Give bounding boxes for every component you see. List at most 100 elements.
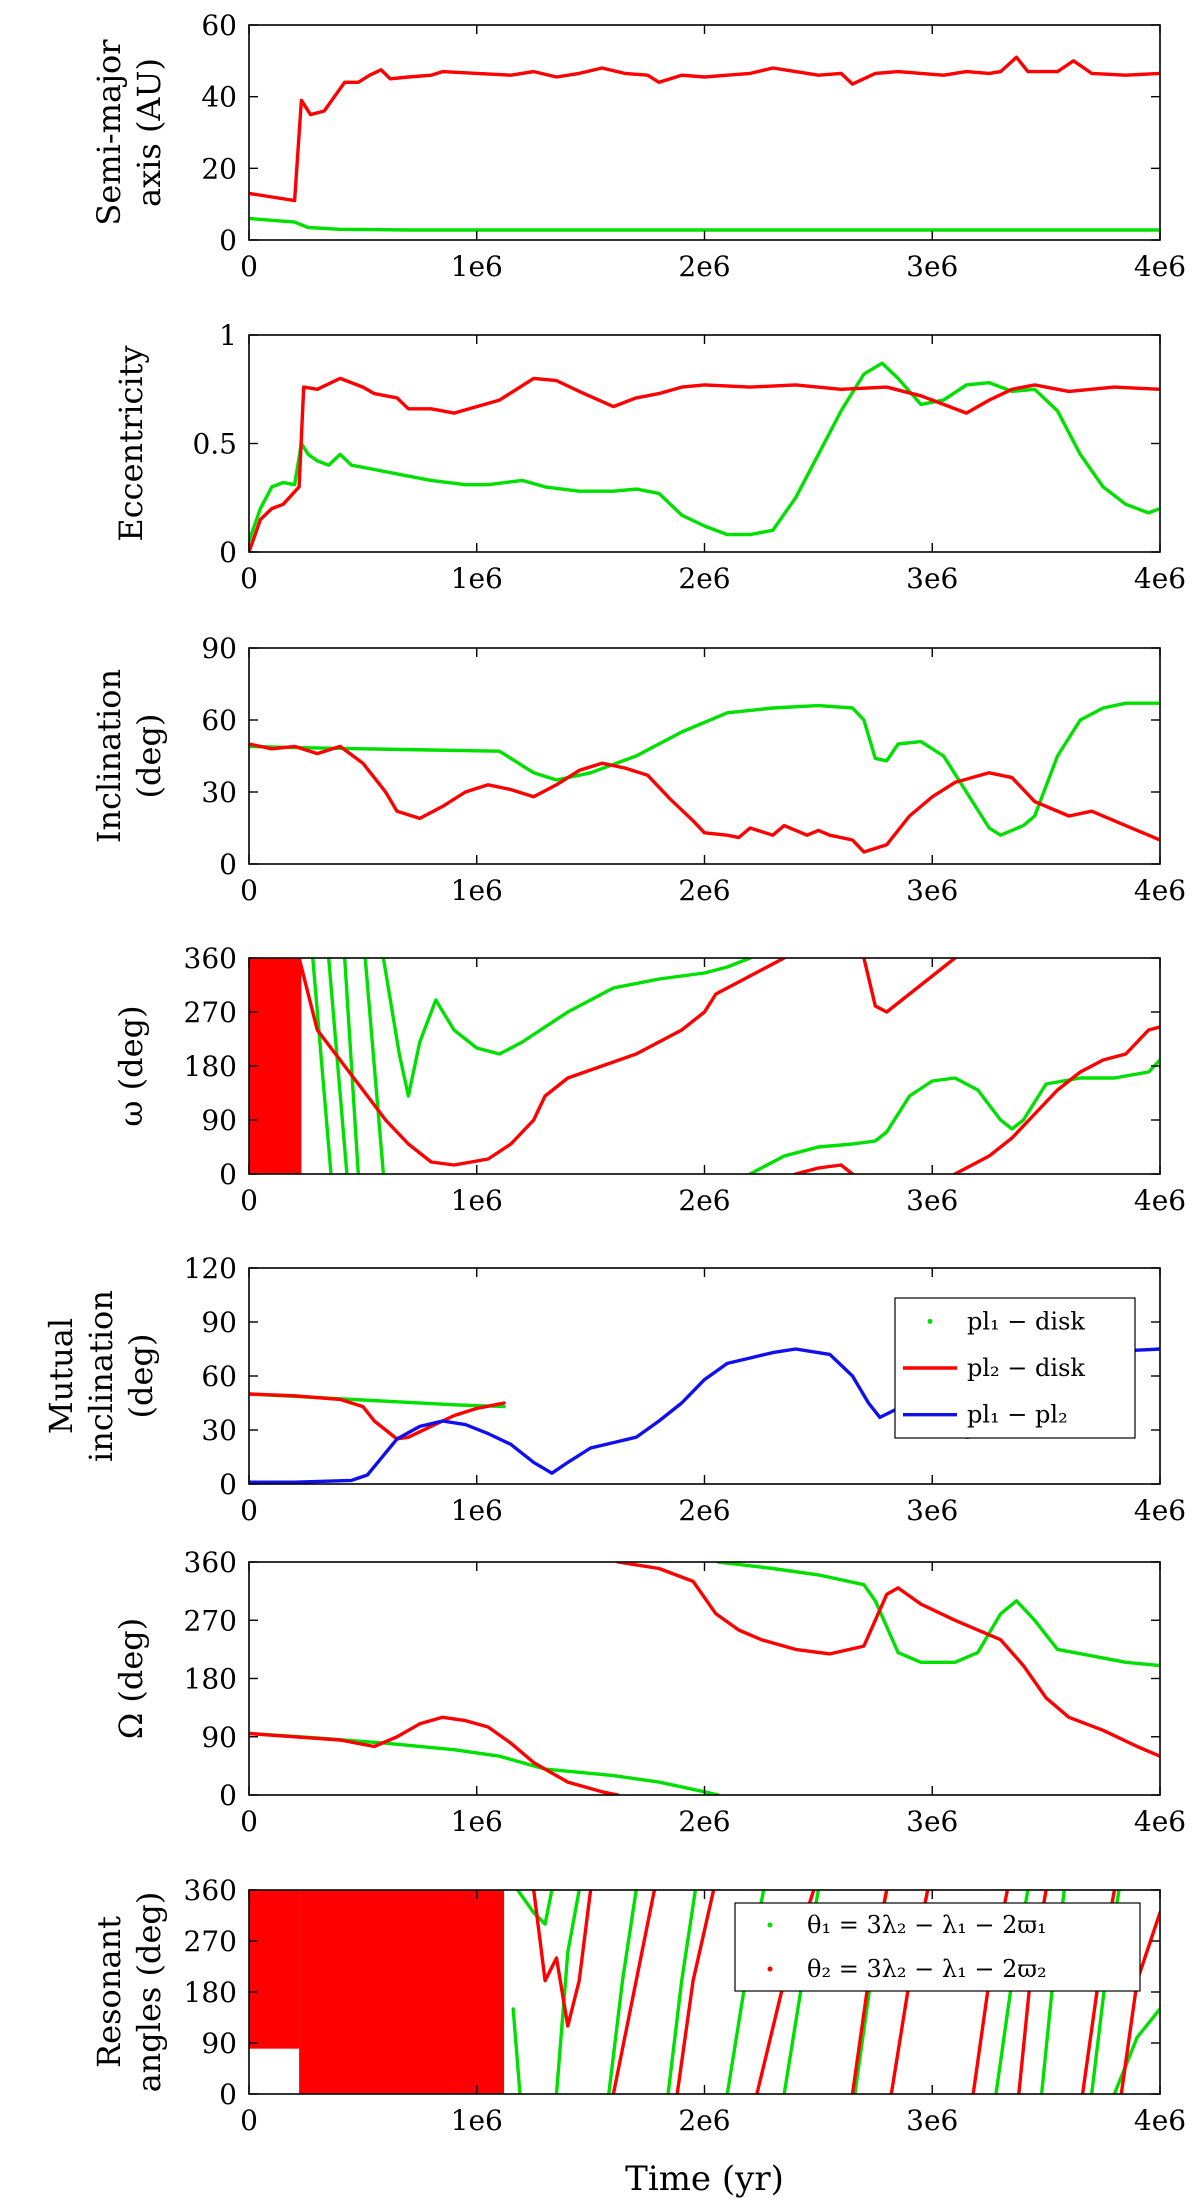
- omega-xtick-label: 2e6: [678, 1184, 730, 1217]
- eccentricity-xtick-label: 2e6: [678, 562, 730, 595]
- eccentricity-ytick-label: 0.5: [192, 428, 237, 461]
- resonant-legend-label: θ₂ = 3λ₂ − λ₁ − 2ϖ₂: [807, 1955, 1047, 1983]
- omega-ylabel-line: ω (deg): [112, 1005, 150, 1126]
- resonant-ytick-label: 0: [219, 2078, 237, 2111]
- mutual-ylabel-line: Mutual: [42, 1318, 80, 1434]
- Omega-xtick-label: 0: [240, 1805, 258, 1838]
- inclination-plot-area: [249, 701, 1160, 854]
- semimajor-xtick-label: 2e6: [678, 250, 730, 283]
- mutual-ytick-label: 60: [201, 1360, 237, 1393]
- mutual-legend-label: pl₂ − disk: [967, 1354, 1085, 1382]
- resonant-ytick-label: 180: [184, 1976, 237, 2009]
- resonant-xtick-label: 1e6: [451, 2104, 503, 2137]
- eccentricity-xtick-label: 4e6: [1134, 562, 1186, 595]
- inclination-xtick-label: 0: [240, 874, 258, 907]
- mutual-legend-label: pl₁ − pl₂: [967, 1401, 1068, 1429]
- omega-ytick-label: 270: [184, 996, 237, 1029]
- semimajor-ylabel-line: Semi-major: [90, 39, 128, 226]
- omega-axes-frame: [248, 957, 1161, 1175]
- resonant-legend-marker: [767, 1922, 773, 1928]
- resonant-legend-box: [734, 1902, 1141, 1992]
- panel-Omega: 0 90 180 270 360 0 1e6 2e6 3e6 4e6 Ω (deg): [112, 1546, 1186, 1838]
- omega-xtick-label: 0: [240, 1184, 258, 1217]
- mutual-xtick-label: 2e6: [678, 1494, 730, 1527]
- resonant-xtick-label: 0: [240, 2104, 258, 2137]
- semimajor-ytick-label: 40: [201, 81, 237, 114]
- Omega-xtick-label: 1e6: [451, 1805, 503, 1838]
- mutual-legend: pl₁ − disk pl₂ − disk pl₁ − pl₂: [894, 1297, 1136, 1439]
- Omega-ytick-label: 360: [184, 1546, 237, 1579]
- resonant-ytick-label: 270: [184, 1925, 237, 1958]
- eccentricity-xtick-label: 0: [240, 562, 258, 595]
- resonant-ytick-label: 360: [184, 1874, 237, 1907]
- resonant-legend-label: θ₁ = 3λ₂ − λ₁ − 2ϖ₁: [807, 1911, 1047, 1939]
- panel-mutual: 0 30 60 90 120 0 1e6 2e6 3e6 4e6 Mutual inclination…: [42, 1252, 1186, 1527]
- semimajor-ytick-label: 0: [219, 224, 237, 257]
- x-axis-label: Time (yr): [625, 2159, 784, 2199]
- Omega-ytick-label: 0: [219, 1779, 237, 1812]
- inclination-ytick-label: 60: [201, 704, 237, 737]
- eccentricity-ytick-label: 1: [219, 319, 237, 352]
- semimajor-series-green-line: [249, 216, 1160, 232]
- inclination-series-green-line: [249, 701, 1160, 837]
- mutual-legend-marker: [927, 1318, 933, 1324]
- eccentricity-ytick-label: 0: [219, 536, 237, 569]
- semimajor-xtick-label: 1e6: [451, 250, 503, 283]
- mutual-xtick-label: 4e6: [1134, 1494, 1186, 1527]
- semimajor-ytick-label: 60: [201, 9, 237, 42]
- eccentricity-series-red-line: [249, 376, 1160, 552]
- Omega-ylabel-line: Ω (deg): [112, 1618, 150, 1740]
- omega-ytick-label: 360: [184, 942, 237, 975]
- inclination-ylabel-line: Inclination: [90, 669, 128, 843]
- Omega-ytick-label: 90: [201, 1721, 237, 1754]
- eccentricity-xtick-label: 3e6: [906, 562, 958, 595]
- panel-omega: 0 90 180 270 360 0 1e6 2e6 3e6 4e6 ω (deg): [112, 942, 1186, 1217]
- mutual-ytick-label: 90: [201, 1306, 237, 1339]
- eccentricity-plot-area: [249, 361, 1160, 552]
- mutual-ytick-label: 30: [201, 1414, 237, 1447]
- omega-ytick-label: 90: [201, 1104, 237, 1137]
- semimajor-xtick-label: 0: [240, 250, 258, 283]
- omega-xtick-label: 1e6: [451, 1184, 503, 1217]
- semimajor-ytick-label: 20: [201, 152, 237, 185]
- semimajor-xtick-label: 4e6: [1134, 250, 1186, 283]
- omega-series-green-line: [311, 958, 1160, 1174]
- semimajor-plot-area: [249, 55, 1160, 232]
- inclination-xtick-label: 2e6: [678, 874, 730, 907]
- mutual-xtick-label: 3e6: [906, 1494, 958, 1527]
- eccentricity-xtick-label: 1e6: [451, 562, 503, 595]
- resonant-xtick-label: 3e6: [906, 2104, 958, 2137]
- Omega-xtick-label: 3e6: [906, 1805, 958, 1838]
- resonant-ylabel-line: Resonant: [90, 1916, 128, 2068]
- resonant-dense-band-1: [299, 1890, 505, 2094]
- Omega-series-red-line: [249, 1562, 1160, 1795]
- omega-plot-area: [249, 958, 1160, 1174]
- resonant-ytick-label: 90: [201, 2027, 237, 2060]
- semimajor-series-red-line: [249, 55, 1160, 203]
- mutual-xtick-label: 0: [240, 1494, 258, 1527]
- mutual-ylabel-line: inclination: [82, 1290, 120, 1462]
- inclination-ytick-label: 90: [201, 632, 237, 665]
- inclination-ylabel-line: (deg): [130, 714, 168, 799]
- Omega-ytick-label: 270: [184, 1604, 237, 1637]
- resonant-legend: θ₁ = 3λ₂ − λ₁ − 2ϖ₁ θ₂ = 3λ₂ − λ₁ − 2ϖ₂: [734, 1902, 1141, 1992]
- inclination-xtick-label: 4e6: [1134, 874, 1186, 907]
- omega-xtick-label: 4e6: [1134, 1184, 1186, 1217]
- Omega-xtick-label: 2e6: [678, 1805, 730, 1838]
- resonant-xtick-label: 4e6: [1134, 2104, 1186, 2137]
- inclination-xtick-label: 3e6: [906, 874, 958, 907]
- mutual-xtick-label: 1e6: [451, 1494, 503, 1527]
- panel-semimajor: 0 20 40 60 0 1e6 2e6 3e6 4e6 Semi-major axis (AU): [90, 9, 1186, 283]
- mutual-ytick-label: 0: [219, 1468, 237, 1501]
- inclination-series-red-line: [249, 742, 1160, 854]
- resonant-dense-band-0: [249, 1890, 300, 2049]
- mutual-ylabel-line: (deg): [122, 1334, 160, 1419]
- omega-ytick-label: 180: [184, 1050, 237, 1083]
- eccentricity-series-green-line: [249, 361, 1160, 543]
- omega-ytick-label: 0: [219, 1158, 237, 1191]
- inclination-ytick-label: 30: [201, 776, 237, 809]
- Omega-ytick-label: 180: [184, 1663, 237, 1696]
- inclination-xtick-label: 1e6: [451, 874, 503, 907]
- eccentricity-ylabel-line: Eccentricity: [112, 345, 150, 541]
